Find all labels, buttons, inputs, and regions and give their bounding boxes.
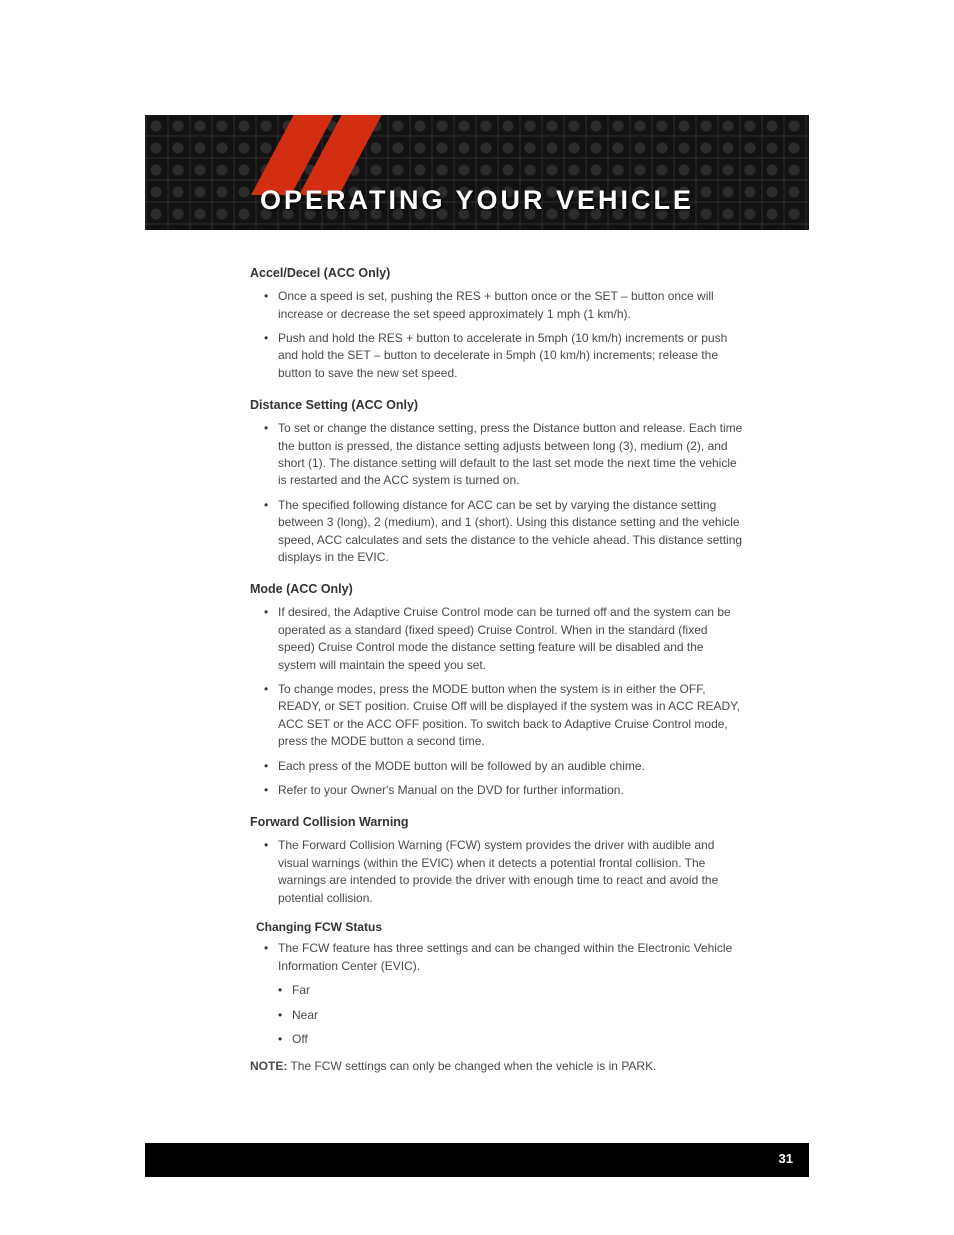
- footer-bar: 31: [145, 1143, 809, 1177]
- section-heading-distance: Distance Setting (ACC Only): [250, 396, 744, 414]
- fcw-options-list: Far Near Off: [278, 982, 744, 1048]
- accel-list: Once a speed is set, pushing the RES + b…: [264, 288, 744, 382]
- list-item: To change modes, press the MODE button w…: [264, 681, 744, 751]
- page-number: 31: [779, 1151, 793, 1166]
- list-item: The FCW feature has three settings and c…: [264, 940, 744, 975]
- list-item: If desired, the Adaptive Cruise Control …: [264, 604, 744, 674]
- list-item: The specified following distance for ACC…: [264, 497, 744, 567]
- list-item: Each press of the MODE button will be fo…: [264, 758, 744, 775]
- mode-list: If desired, the Adaptive Cruise Control …: [264, 604, 744, 799]
- note-label: NOTE:: [250, 1059, 287, 1073]
- list-item: The Forward Collision Warning (FCW) syst…: [264, 837, 744, 907]
- header-band: OPERATING YOUR VEHICLE: [145, 115, 809, 230]
- list-item: Off: [278, 1031, 744, 1048]
- brand-slash-icon: [255, 115, 395, 190]
- section-heading-accel: Accel/Decel (ACC Only): [250, 264, 744, 282]
- section-heading-mode: Mode (ACC Only): [250, 580, 744, 598]
- page: OPERATING YOUR VEHICLE Accel/Decel (ACC …: [0, 0, 954, 1235]
- fcw-list: The Forward Collision Warning (FCW) syst…: [264, 837, 744, 907]
- subsection-heading-fcw-status: Changing FCW Status: [256, 919, 744, 936]
- list-item: Near: [278, 1007, 744, 1024]
- note: NOTE: The FCW settings can only be chang…: [250, 1058, 744, 1075]
- section-heading-fcw: Forward Collision Warning: [250, 813, 744, 831]
- fcw-status-list: The FCW feature has three settings and c…: [264, 940, 744, 975]
- list-item: Once a speed is set, pushing the RES + b…: [264, 288, 744, 323]
- list-item: Push and hold the RES + button to accele…: [264, 330, 744, 382]
- content-body: Accel/Decel (ACC Only) Once a speed is s…: [250, 250, 744, 1076]
- list-item: Refer to your Owner's Manual on the DVD …: [264, 782, 744, 799]
- page-title: OPERATING YOUR VEHICLE: [145, 185, 809, 216]
- distance-list: To set or change the distance setting, p…: [264, 420, 744, 566]
- note-text: The FCW settings can only be changed whe…: [290, 1059, 656, 1073]
- list-item: To set or change the distance setting, p…: [264, 420, 744, 490]
- list-item: Far: [278, 982, 744, 999]
